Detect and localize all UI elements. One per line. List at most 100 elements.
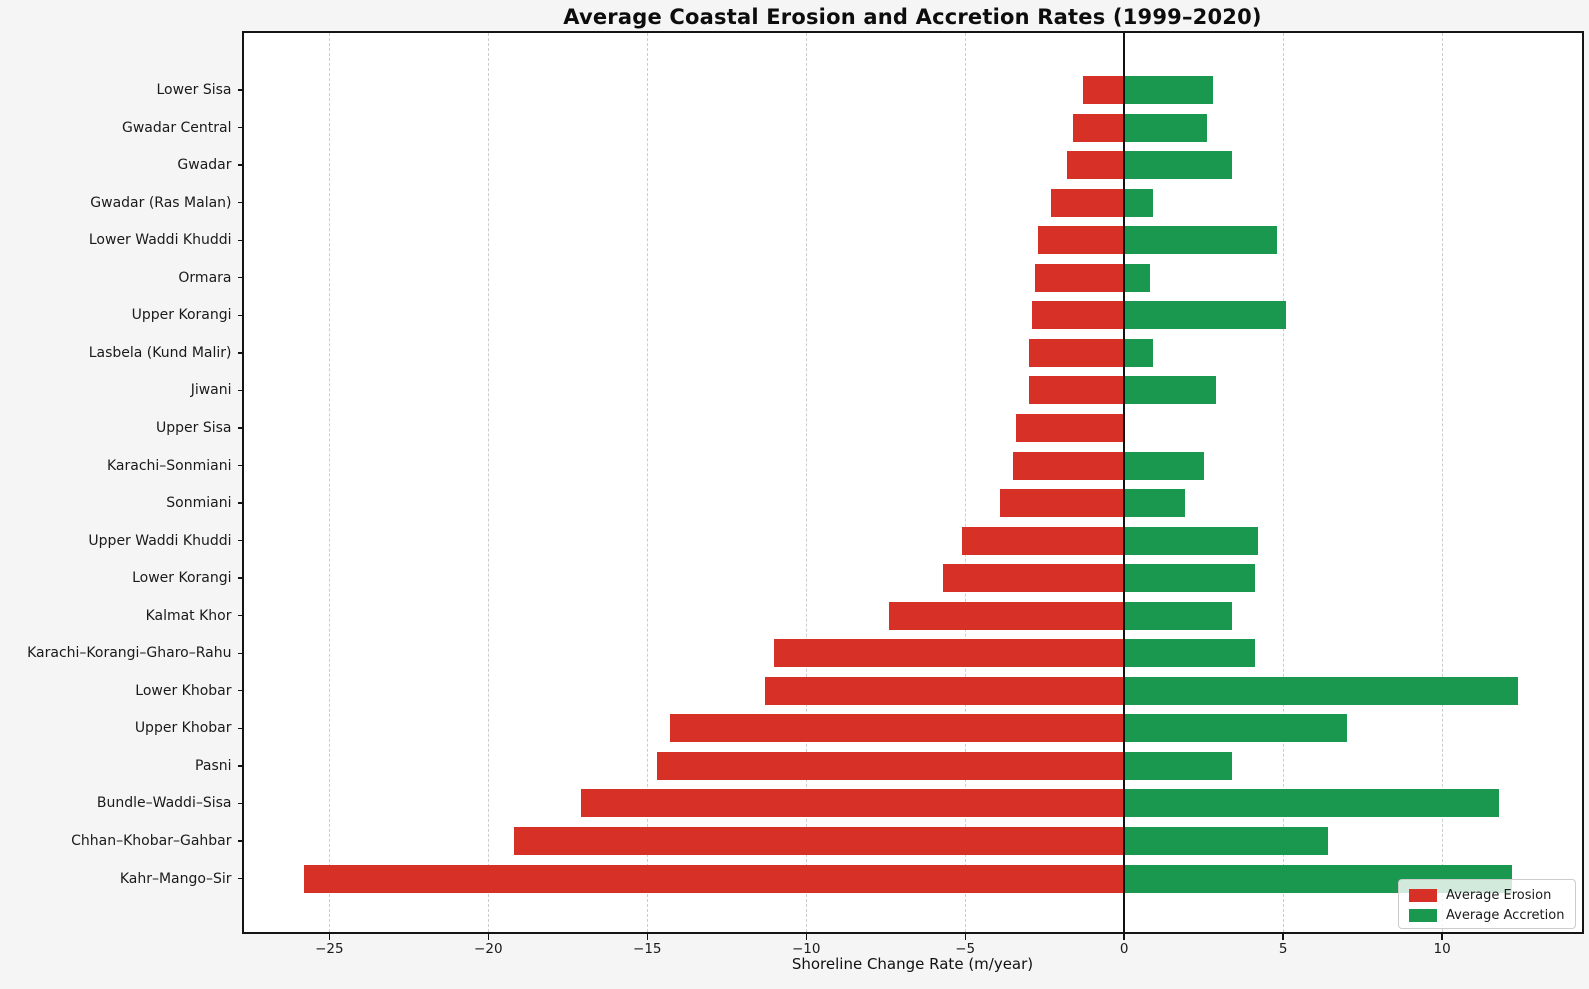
gridline (646, 33, 648, 932)
x-tick-mark (964, 934, 966, 940)
x-tick-label: 0 (1119, 941, 1129, 957)
erosion-bar (942, 564, 1125, 593)
y-tick-label: Lower Waddi Khuddi (88, 232, 232, 249)
erosion-bar (1038, 226, 1125, 255)
x-tick-mark (328, 934, 331, 940)
accretion-bar (1124, 564, 1255, 593)
erosion-bar (774, 639, 1125, 668)
y-tick-mark (237, 89, 244, 91)
erosion-bar (656, 751, 1125, 780)
y-tick-mark (237, 765, 244, 767)
x-tick-mark (1282, 934, 1284, 940)
y-tick-mark (237, 840, 244, 842)
accretion-bar (1124, 451, 1204, 480)
erosion-bar (1028, 338, 1125, 367)
y-tick-label: Lower Korangi (132, 570, 232, 587)
y-tick-label: Gwadar (177, 157, 232, 174)
x-tick-mark (805, 934, 807, 940)
x-tick-label: −20 (474, 941, 503, 957)
y-tick-label: Gwadar (Ras Malan) (90, 194, 232, 211)
y-tick-mark (237, 539, 244, 542)
y-tick-mark (237, 802, 244, 805)
accretion-swatch (1409, 908, 1437, 922)
gridline (1441, 33, 1443, 932)
y-tick-mark (237, 877, 244, 880)
accretion-bar (1124, 751, 1233, 780)
x-axis-label: Shoreline Change Rate (m/year) (791, 955, 1034, 973)
x-tick-label: −5 (955, 941, 976, 957)
legend-label-accretion: Average Accretion (1446, 907, 1565, 923)
accretion-bar (1124, 76, 1214, 104)
erosion-bar (888, 601, 1125, 630)
plot-area (241, 31, 1584, 934)
erosion-bar (1016, 413, 1125, 442)
gridline (1282, 33, 1284, 932)
accretion-bar (1124, 714, 1347, 743)
y-tick-label: Lower Sisa (156, 82, 232, 98)
erosion-bar (1012, 451, 1125, 480)
erosion-bar (1000, 489, 1125, 518)
accretion-bar (1124, 639, 1255, 668)
accretion-bar (1124, 226, 1277, 255)
y-tick-mark (237, 615, 244, 617)
chart-title: Average Coastal Erosion and Accretion Ra… (563, 5, 1262, 29)
y-tick-mark (237, 314, 244, 316)
y-tick-label: Jiwani (190, 382, 232, 399)
erosion-bar (1082, 76, 1125, 104)
erosion-bar (1035, 263, 1125, 292)
y-tick-mark (237, 727, 244, 730)
x-tick-label: 5 (1278, 941, 1288, 957)
erosion-bar (669, 714, 1125, 743)
y-tick-mark (237, 201, 244, 204)
erosion-bar (580, 789, 1125, 818)
y-tick-label: Upper Waddi Khuddi (88, 532, 232, 549)
accretion-bar (1124, 789, 1500, 818)
x-tick-label: −25 (315, 941, 344, 957)
y-tick-label: Pasni (195, 757, 232, 774)
y-tick-mark (237, 389, 244, 392)
accretion-bar (1124, 827, 1328, 855)
x-tick-mark (1123, 934, 1125, 940)
x-tick-mark (1441, 934, 1443, 940)
gridline (328, 33, 330, 932)
y-tick-mark (237, 126, 244, 129)
erosion-bar (1073, 113, 1125, 142)
accretion-bar (1124, 263, 1150, 292)
erosion-bar (1066, 151, 1125, 180)
y-tick-mark (237, 577, 244, 579)
accretion-bar (1124, 151, 1233, 180)
gridline (805, 33, 807, 932)
accretion-bar (1124, 526, 1258, 555)
y-tick-mark (237, 690, 244, 692)
accretion-bar (1124, 301, 1287, 330)
y-tick-mark (237, 239, 244, 241)
y-tick-mark (237, 164, 244, 166)
legend-entry-erosion: Average Erosion (1409, 885, 1575, 905)
y-tick-label: Lower Khobar (135, 682, 232, 699)
legend-label-erosion: Average Erosion (1446, 887, 1552, 903)
y-tick-label: Gwadar Central (121, 119, 232, 136)
accretion-bar (1124, 188, 1153, 217)
y-tick-label: Sonmiani (166, 495, 232, 512)
erosion-bar (1051, 188, 1125, 217)
y-tick-label: Kalmat Khor (145, 607, 232, 624)
erosion-bar (962, 526, 1125, 555)
accretion-bar (1124, 489, 1185, 518)
y-tick-label: Lasbela (Kund Malir) (88, 344, 232, 361)
erosion-bar (1031, 301, 1125, 330)
accretion-bar (1124, 376, 1217, 405)
erosion-swatch (1409, 888, 1437, 902)
y-tick-label: Ormara (178, 269, 232, 286)
y-tick-label: Upper Korangi (131, 307, 232, 324)
erosion-bar (1028, 376, 1125, 405)
erosion-bar (513, 827, 1125, 855)
legend-entry-accretion: Average Accretion (1409, 905, 1575, 925)
x-tick-label: −15 (633, 941, 662, 957)
y-tick-label: Upper Khobar (134, 720, 232, 737)
y-tick-mark (237, 464, 244, 467)
y-tick-label: Karachi–Sonmiani (106, 457, 232, 474)
x-tick-label: −10 (791, 941, 821, 957)
y-tick-label: Bundle–Waddi–Sisa (96, 795, 232, 812)
y-tick-mark (237, 352, 244, 354)
